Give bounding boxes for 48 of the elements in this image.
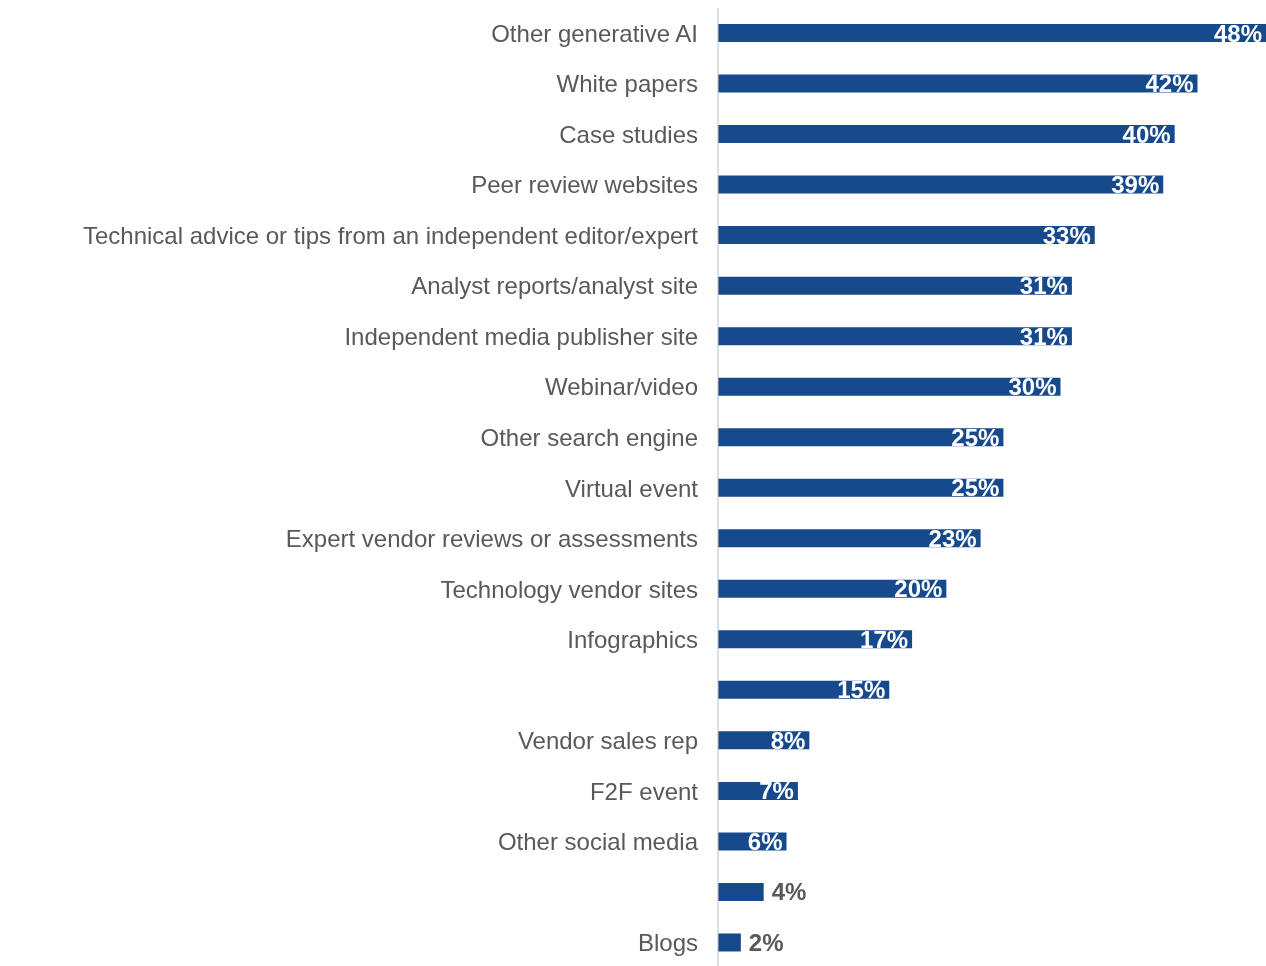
data-label: 40% — [1122, 120, 1171, 148]
y-tick-label: Other generative AI — [491, 19, 698, 47]
y-tick-label: Analyst reports/analyst site — [411, 272, 698, 300]
y-tick-label: Independent media publisher site — [344, 322, 698, 350]
y-tick-label: Webinar/video — [545, 373, 698, 401]
data-label: 30% — [1008, 373, 1057, 401]
bar — [718, 882, 764, 901]
data-label: 15% — [837, 676, 886, 704]
y-tick-label: Case studies — [559, 120, 698, 148]
data-label: 6% — [747, 827, 783, 855]
data-label: 4% — [771, 878, 807, 906]
bar — [718, 276, 1072, 295]
y-tick-label: Technology vendor sites — [440, 575, 698, 603]
y-tick-label: Infographics — [567, 626, 698, 654]
data-label: 7% — [759, 777, 794, 805]
y-tick-label: Expert vendor reviews or assessments — [285, 525, 698, 553]
bar — [718, 226, 1095, 245]
data-label: 23% — [928, 524, 977, 552]
y-tick-label: F2F event — [589, 777, 699, 805]
data-label: 48% — [1213, 19, 1262, 47]
y-tick-label: Technical advice or tips from an independent editor/expert — [82, 221, 699, 249]
bar — [718, 478, 1004, 497]
data-label: 31% — [1019, 322, 1068, 350]
bar — [718, 175, 1164, 194]
y-tick-label: Other search engine — [480, 423, 698, 451]
y-tick-label: Blogs — [637, 929, 698, 957]
y-tick-label: Virtual event — [565, 474, 699, 502]
data-label: 33% — [1042, 221, 1091, 249]
bar — [718, 377, 1061, 396]
data-label: 31% — [1019, 272, 1068, 300]
data-label: 17% — [860, 625, 909, 653]
bar — [718, 24, 1266, 42]
y-tick-label: Peer review websites — [471, 171, 698, 199]
bar — [718, 428, 1004, 447]
data-label: 42% — [1145, 70, 1194, 98]
bar — [718, 125, 1175, 144]
data-label: 39% — [1111, 171, 1160, 199]
data-label: 25% — [951, 474, 1000, 502]
data-label: 25% — [951, 423, 1000, 451]
y-tick-label: Other social media — [497, 828, 699, 856]
data-label: 2% — [748, 928, 784, 956]
data-label: 20% — [894, 575, 943, 603]
bar — [718, 933, 741, 952]
y-tick-label: White papers — [556, 70, 698, 98]
bar — [718, 327, 1072, 346]
y-tick-label: Vendor sales rep — [517, 727, 698, 755]
bar — [718, 74, 1198, 93]
data-label: 8% — [770, 726, 806, 754]
